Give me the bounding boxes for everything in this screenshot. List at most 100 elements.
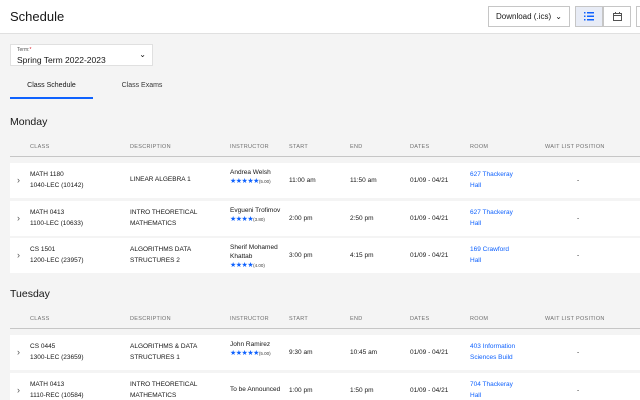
instructor-name[interactable]: Evgueni Trofimov bbox=[230, 207, 281, 214]
class-section: 1110-REC (10584) bbox=[30, 392, 84, 399]
rating-stars-icon: ★★★★ bbox=[230, 262, 254, 269]
column-header-class: CLASS bbox=[30, 144, 50, 150]
overflow-button[interactable] bbox=[636, 6, 640, 27]
room-link[interactable]: 627 Thackeray Hall bbox=[470, 169, 513, 191]
tab-bar: Class Schedule Class Exams bbox=[10, 76, 630, 99]
column-header-description: DESCRIPTION bbox=[130, 144, 171, 150]
class-code: MATH 0413 bbox=[30, 381, 65, 388]
end-time: 1:50 pm bbox=[350, 387, 374, 394]
waitlist-position: - bbox=[577, 349, 580, 356]
room-link[interactable]: 169 Crawford Hall bbox=[470, 244, 509, 266]
description-line: STRUCTURES 1 bbox=[130, 354, 180, 361]
column-header-end: END bbox=[350, 144, 363, 150]
class-code: MATH 1180 bbox=[30, 171, 64, 178]
instructor-rating: ★★★★(3.80) bbox=[230, 215, 280, 224]
column-header-row: CLASS DESCRIPTION INSTRUCTOR START END DATES R… bbox=[10, 314, 640, 329]
end-time: 4:15 pm bbox=[350, 252, 374, 259]
class-cell: MATH 0413 1110-REC (10584) bbox=[30, 379, 84, 400]
instructor-rating: ★★★★★(5.00) bbox=[230, 177, 271, 186]
class-cell: CS 1501 1200-LEC (23957) bbox=[30, 244, 83, 266]
chevron-down-icon: ⌄ bbox=[139, 50, 146, 59]
column-header-dates: DATES bbox=[410, 144, 430, 150]
download-ics-button[interactable]: Download (.ics) ⌄ bbox=[488, 6, 570, 27]
room-line[interactable]: Sciences Build bbox=[470, 354, 513, 361]
column-header-dates: DATES bbox=[410, 316, 430, 322]
instructor-rating: ★★★★(4.00) bbox=[230, 261, 278, 270]
table-row[interactable]: › MATH 0413 1100-LEC (10633) INTRO THEORETI… bbox=[10, 201, 640, 236]
description-cell: ALGORITHMS DATA STRUCTURES 2 bbox=[130, 244, 191, 266]
download-button-label: Download (.ics) bbox=[496, 12, 552, 21]
column-header-waitlist: WAIT LIST POSITION bbox=[545, 316, 605, 322]
day-heading: Monday bbox=[10, 116, 48, 128]
rating-value: (3.80) bbox=[253, 217, 265, 222]
table-row[interactable]: › MATH 1180 1040-LEC (10142) LINEAR ALGEBRA… bbox=[10, 163, 640, 198]
tab-class-schedule[interactable]: Class Schedule bbox=[10, 76, 93, 99]
description-line: MATHEMATICS bbox=[130, 220, 177, 227]
class-section: 1100-LEC (10633) bbox=[30, 220, 83, 227]
column-header-description: DESCRIPTION bbox=[130, 316, 171, 322]
waitlist-position: - bbox=[577, 177, 580, 184]
term-select[interactable]: Term:* Spring Term 2022-2023 ⌄ bbox=[10, 44, 153, 66]
instructor-name[interactable]: Andrea Welsh bbox=[230, 169, 271, 176]
room-line[interactable]: 704 Thackeray bbox=[470, 381, 513, 388]
chevron-right-icon[interactable]: › bbox=[17, 385, 20, 395]
rating-value: (5.00) bbox=[258, 179, 271, 184]
instructor-name[interactable]: To be Announced bbox=[230, 386, 281, 393]
end-time: 10:45 am bbox=[350, 349, 378, 356]
description-cell: INTRO THEORETICAL MATHEMATICS bbox=[130, 379, 197, 400]
column-header-start: START bbox=[289, 316, 309, 322]
description-cell: INTRO THEORETICAL MATHEMATICS bbox=[130, 207, 197, 229]
rating-stars-icon: ★★★★★ bbox=[230, 350, 259, 357]
room-line[interactable]: 627 Thackeray bbox=[470, 171, 513, 178]
calendar-view-button[interactable] bbox=[603, 6, 631, 27]
instructor-cell: To be Announced bbox=[230, 385, 280, 394]
list-icon bbox=[584, 12, 594, 21]
instructor-name-cont: Khattab bbox=[230, 253, 253, 260]
calendar-icon bbox=[612, 12, 622, 21]
room-link[interactable]: 627 Thackeray Hall bbox=[470, 207, 513, 229]
description-line: INTRO THEORETICAL bbox=[130, 381, 198, 388]
chevron-right-icon[interactable]: › bbox=[17, 250, 20, 260]
chevron-right-icon[interactable]: › bbox=[17, 175, 20, 185]
end-time: 11:50 am bbox=[350, 177, 377, 184]
description-line: ALGORITHMS DATA bbox=[130, 246, 192, 253]
term-value: Spring Term 2022-2023 bbox=[17, 55, 106, 65]
table-row[interactable]: › MATH 0413 1110-REC (10584) INTRO THEORETI… bbox=[10, 373, 640, 400]
description-cell: ALGORITHMS & DATA STRUCTURES 1 bbox=[130, 341, 197, 363]
instructor-name[interactable]: John Ramirez bbox=[230, 341, 271, 348]
class-code: CS 0445 bbox=[30, 343, 56, 350]
rating-stars-icon: ★★★★★ bbox=[230, 178, 259, 185]
table-row[interactable]: › CS 0445 1300-LEC (23659) ALGORITHMS & DAT… bbox=[10, 335, 640, 370]
room-line[interactable]: Hall bbox=[470, 392, 482, 399]
class-code: CS 1501 bbox=[30, 246, 56, 253]
room-link[interactable]: 403 Information Sciences Build bbox=[470, 341, 515, 363]
description-line: STRUCTURES 2 bbox=[130, 257, 180, 264]
room-line[interactable]: 169 Crawford bbox=[470, 246, 510, 253]
description-cell: LINEAR ALGEBRA 1 bbox=[130, 174, 191, 185]
room-line[interactable]: Hall bbox=[470, 220, 482, 227]
chevron-right-icon[interactable]: › bbox=[17, 347, 20, 357]
class-cell: MATH 1180 1040-LEC (10142) bbox=[30, 169, 83, 191]
chevron-down-icon: ⌄ bbox=[555, 12, 562, 21]
list-view-button[interactable] bbox=[575, 6, 603, 27]
room-link[interactable]: 704 Thackeray Hall bbox=[470, 379, 513, 400]
description-line: INTRO THEORETICAL bbox=[130, 209, 198, 216]
dates: 01/09 - 04/21 bbox=[410, 252, 449, 259]
description-line: ALGORITHMS & DATA bbox=[130, 343, 198, 350]
start-time: 2:00 pm bbox=[289, 215, 313, 222]
start-time: 11:00 am bbox=[289, 177, 316, 184]
class-code: MATH 0413 bbox=[30, 209, 65, 216]
dates: 01/09 - 04/21 bbox=[410, 215, 449, 222]
instructor-name[interactable]: Sherif Mohamed bbox=[230, 244, 278, 251]
room-line[interactable]: Hall bbox=[470, 257, 482, 264]
room-line[interactable]: 403 Information bbox=[470, 343, 516, 350]
table-row[interactable]: › CS 1501 1200-LEC (23957) ALGORITHMS DATA S… bbox=[10, 238, 640, 273]
chevron-right-icon[interactable]: › bbox=[17, 213, 20, 223]
description-line: MATHEMATICS bbox=[130, 392, 177, 399]
waitlist-position: - bbox=[577, 387, 580, 394]
instructor-cell: Andrea Welsh ★★★★★(5.00) bbox=[230, 168, 271, 186]
waitlist-position: - bbox=[577, 215, 580, 222]
tab-class-exams[interactable]: Class Exams bbox=[121, 82, 163, 89]
room-line[interactable]: Hall bbox=[470, 182, 482, 189]
room-line[interactable]: 627 Thackeray bbox=[470, 209, 513, 216]
